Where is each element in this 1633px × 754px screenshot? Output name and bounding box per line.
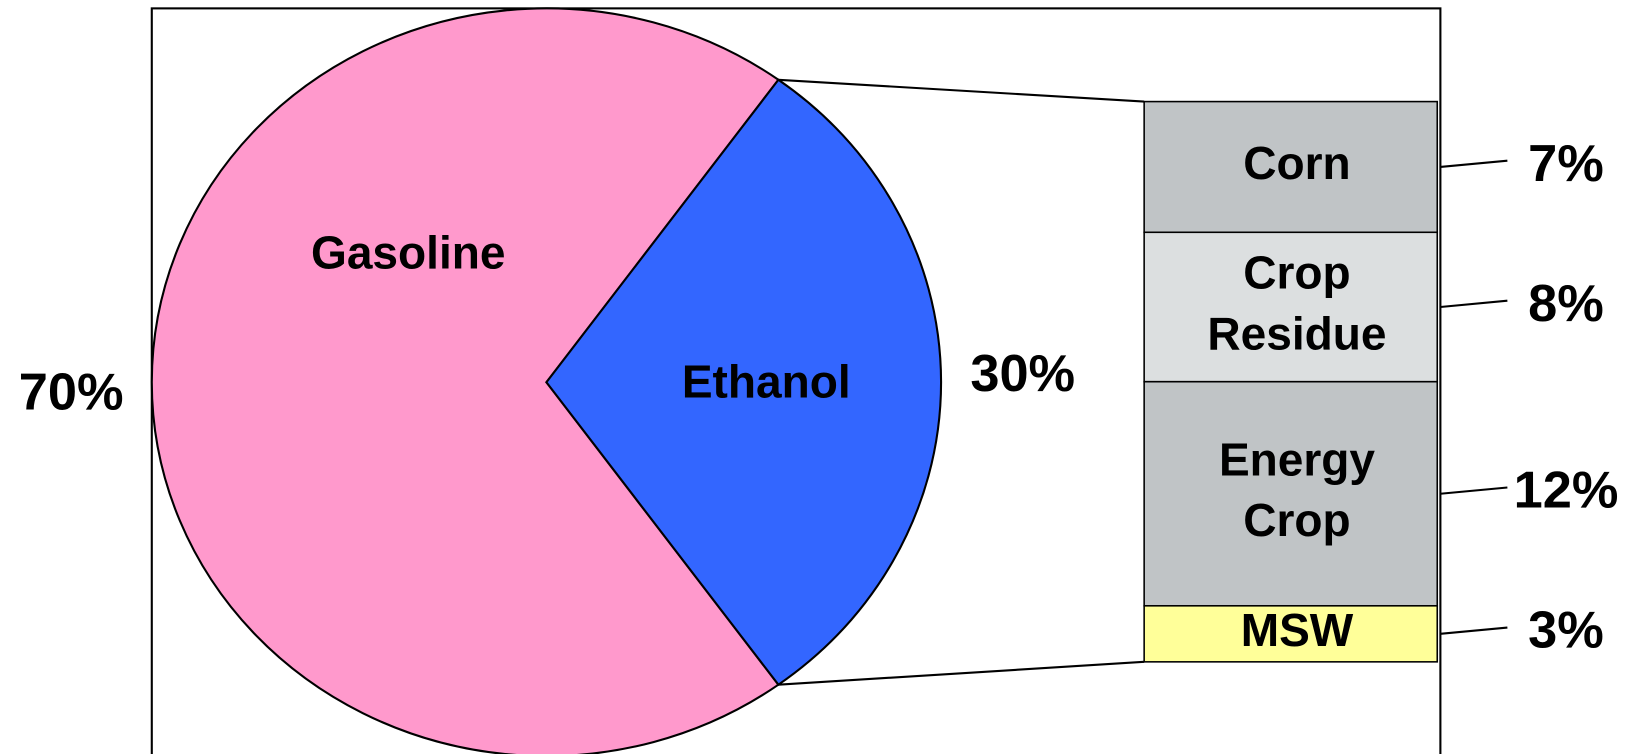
pie-slice (150, 7, 780, 754)
connector-line (778, 660, 1145, 686)
bar-segment (1143, 380, 1439, 607)
pie-slice (545, 78, 943, 687)
leader-line (1440, 486, 1508, 495)
segment-value-label: 12% (1514, 462, 1619, 520)
segment-label: Crop Residue (1207, 247, 1386, 360)
connector-line (778, 78, 1145, 103)
slice-value-label: 30% (970, 345, 1075, 403)
slice-label: Gasoline (311, 227, 505, 279)
segment-value-label: 8% (1528, 275, 1604, 333)
segment-label: MSW (1241, 604, 1354, 656)
bar-segment (1143, 231, 1439, 383)
segment-value-label: 7% (1528, 135, 1604, 193)
bar-segment (1143, 605, 1439, 663)
bar-segment (1143, 100, 1439, 234)
segment-label: Corn (1243, 137, 1350, 189)
segment-value-label: 3% (1528, 602, 1604, 660)
slice-label: Ethanol (682, 356, 851, 408)
leader-line (1440, 626, 1508, 635)
leader-line (1440, 299, 1508, 309)
leader-line (1440, 159, 1508, 168)
segment-label: Energy Crop (1219, 434, 1375, 547)
slice-value-label: 70% (19, 364, 124, 422)
